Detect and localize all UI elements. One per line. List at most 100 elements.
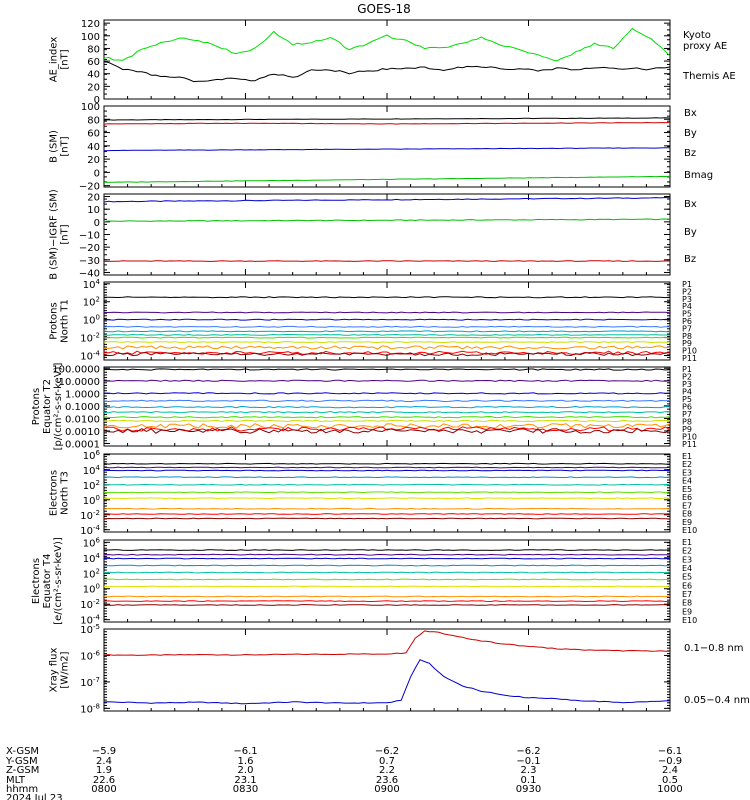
y-axis-label: [nT]: [60, 136, 71, 156]
series-line: [104, 260, 670, 262]
y-tick-label: −10: [79, 231, 100, 242]
y-axis-label: [nT]: [60, 224, 71, 244]
legend-entry: E4: [682, 564, 692, 573]
series-line: [104, 491, 670, 494]
ephemeris-value: 2.4: [662, 765, 678, 776]
panel-frame: [103, 19, 671, 100]
y-tick-label: 10-4: [80, 614, 100, 627]
y-axis-label: Xray flux: [49, 648, 60, 693]
y-tick-label: 40: [87, 142, 100, 153]
series-line: [104, 392, 670, 395]
series-line: [104, 553, 670, 556]
y-tick-label: −20: [79, 243, 100, 254]
y-axis-label: AE_index: [49, 37, 60, 83]
y-tick-label: 104: [83, 552, 101, 565]
y-axis-label: B (SM): [49, 130, 60, 163]
y-tick-label: 102: [83, 479, 100, 492]
y-tick-label: 10-2: [80, 598, 100, 611]
series-line: [104, 419, 670, 423]
legend-entry: P3: [682, 295, 692, 304]
y-tick-label: 100.0000: [52, 364, 100, 375]
series-line: [104, 218, 670, 222]
panel-frame: [103, 628, 671, 712]
series-line: [104, 147, 670, 152]
y-tick-label: 0: [94, 168, 100, 179]
series-line: [104, 507, 670, 510]
ephemeris-row-label: X-GSM: [6, 746, 39, 757]
ephemeris-value: −0.1: [516, 756, 540, 767]
series-line: [104, 469, 670, 472]
series-line: [104, 585, 670, 588]
ephemeris-value: 0.1: [521, 775, 537, 786]
panel-xray: 10-5 10-6 10-7 10-8 Xray flux [W/m2] 0.1−0.8 n…: [49, 623, 750, 715]
y-tick-label: 40: [87, 70, 100, 81]
ephemeris-value: 0930: [516, 784, 541, 795]
legend-entry: P9: [682, 425, 692, 434]
legend-entry: E5: [682, 485, 692, 494]
y-axis-label: [e/(cm²-s-sr-keV)]: [53, 537, 64, 625]
panel-bsm: 100 80 60 40 20 0 −20 B (SM) [nT] Bx By Bz Bmag: [49, 102, 714, 193]
legend-entry: proxy AE: [683, 41, 727, 52]
legend-entry: 0.1−0.8 nm: [684, 643, 743, 654]
y-tick-label: 104: [83, 464, 101, 477]
ephemeris-row-label: Y-GSM: [5, 756, 38, 767]
series-line: [104, 175, 670, 183]
y-tick-label: 60: [87, 129, 100, 140]
legend-entry: E6: [682, 581, 692, 590]
legend-entry: P2: [682, 373, 692, 382]
legend-entry: Themis AE: [682, 71, 736, 82]
y-tick-label: 10: [87, 205, 100, 216]
legend-entry: P5: [682, 310, 692, 319]
legend-entry: Bx: [684, 108, 697, 119]
ephemeris-value: 23.1: [234, 775, 256, 786]
series-line: [104, 462, 670, 465]
series-line: [104, 483, 670, 486]
series-line: [104, 476, 670, 479]
series-line: [104, 549, 670, 551]
series-line: [104, 330, 670, 333]
legend-entry: E9: [682, 518, 692, 527]
y-axis-label: Electrons: [49, 470, 60, 516]
series-line: [104, 571, 670, 574]
series-line: [104, 399, 670, 403]
series-line: [104, 466, 670, 469]
ephemeris-value: 0900: [374, 784, 399, 795]
legend-entry: P9: [682, 339, 692, 348]
ephemeris-value: 1.9: [96, 765, 112, 776]
y-tick-label: 10.0000: [59, 377, 100, 388]
y-axis-label: B (SM)−IGRF (SM): [49, 189, 60, 280]
ephemeris-value: 2.4: [96, 756, 112, 767]
y-axis-label: North T3: [60, 471, 71, 515]
panel-pt1: 104 102 100 10-2 10-4 Protons North T1 P1P2P3P4…: [49, 278, 698, 363]
legend-entry: P2: [682, 287, 692, 296]
y-tick-label: 10-4: [80, 350, 100, 363]
y-tick-label: 0: [94, 218, 100, 229]
y-tick-label: 106: [83, 536, 101, 549]
legend-entry: P6: [682, 403, 692, 412]
y-tick-label: 100: [83, 494, 100, 507]
legend-entry: P11: [682, 440, 697, 449]
legend-entry: E7: [682, 590, 692, 599]
series-line: [104, 318, 670, 321]
series-line: [104, 578, 670, 581]
y-tick-label: 120: [81, 19, 100, 30]
series-line: [104, 333, 670, 336]
ephemeris-value: −6.2: [375, 746, 399, 757]
legend-entry: E1: [682, 538, 692, 547]
legend-entry: Bz: [684, 254, 696, 265]
series-line: [104, 352, 670, 357]
y-tick-label: 102: [83, 296, 100, 309]
panel-et4: 106 104 102 100 10-2 10-4 Electrons Equator T4[…: [31, 536, 697, 626]
series-line: [104, 27, 670, 62]
ephemeris-value: 0.5: [662, 775, 678, 786]
y-axis-label: [nT]: [60, 49, 71, 69]
legend-entry: P1: [682, 365, 692, 374]
y-tick-label: −40: [79, 268, 100, 279]
ephemeris-table: X-GSMY-GSMZ-GSMMLThhmm−5.92.41.922.60800…: [5, 746, 683, 800]
y-axis-label: [W/m2]: [60, 651, 71, 688]
legend-entry: P10: [682, 433, 697, 442]
legend-entry: 0.05−0.4 nm: [684, 695, 750, 706]
